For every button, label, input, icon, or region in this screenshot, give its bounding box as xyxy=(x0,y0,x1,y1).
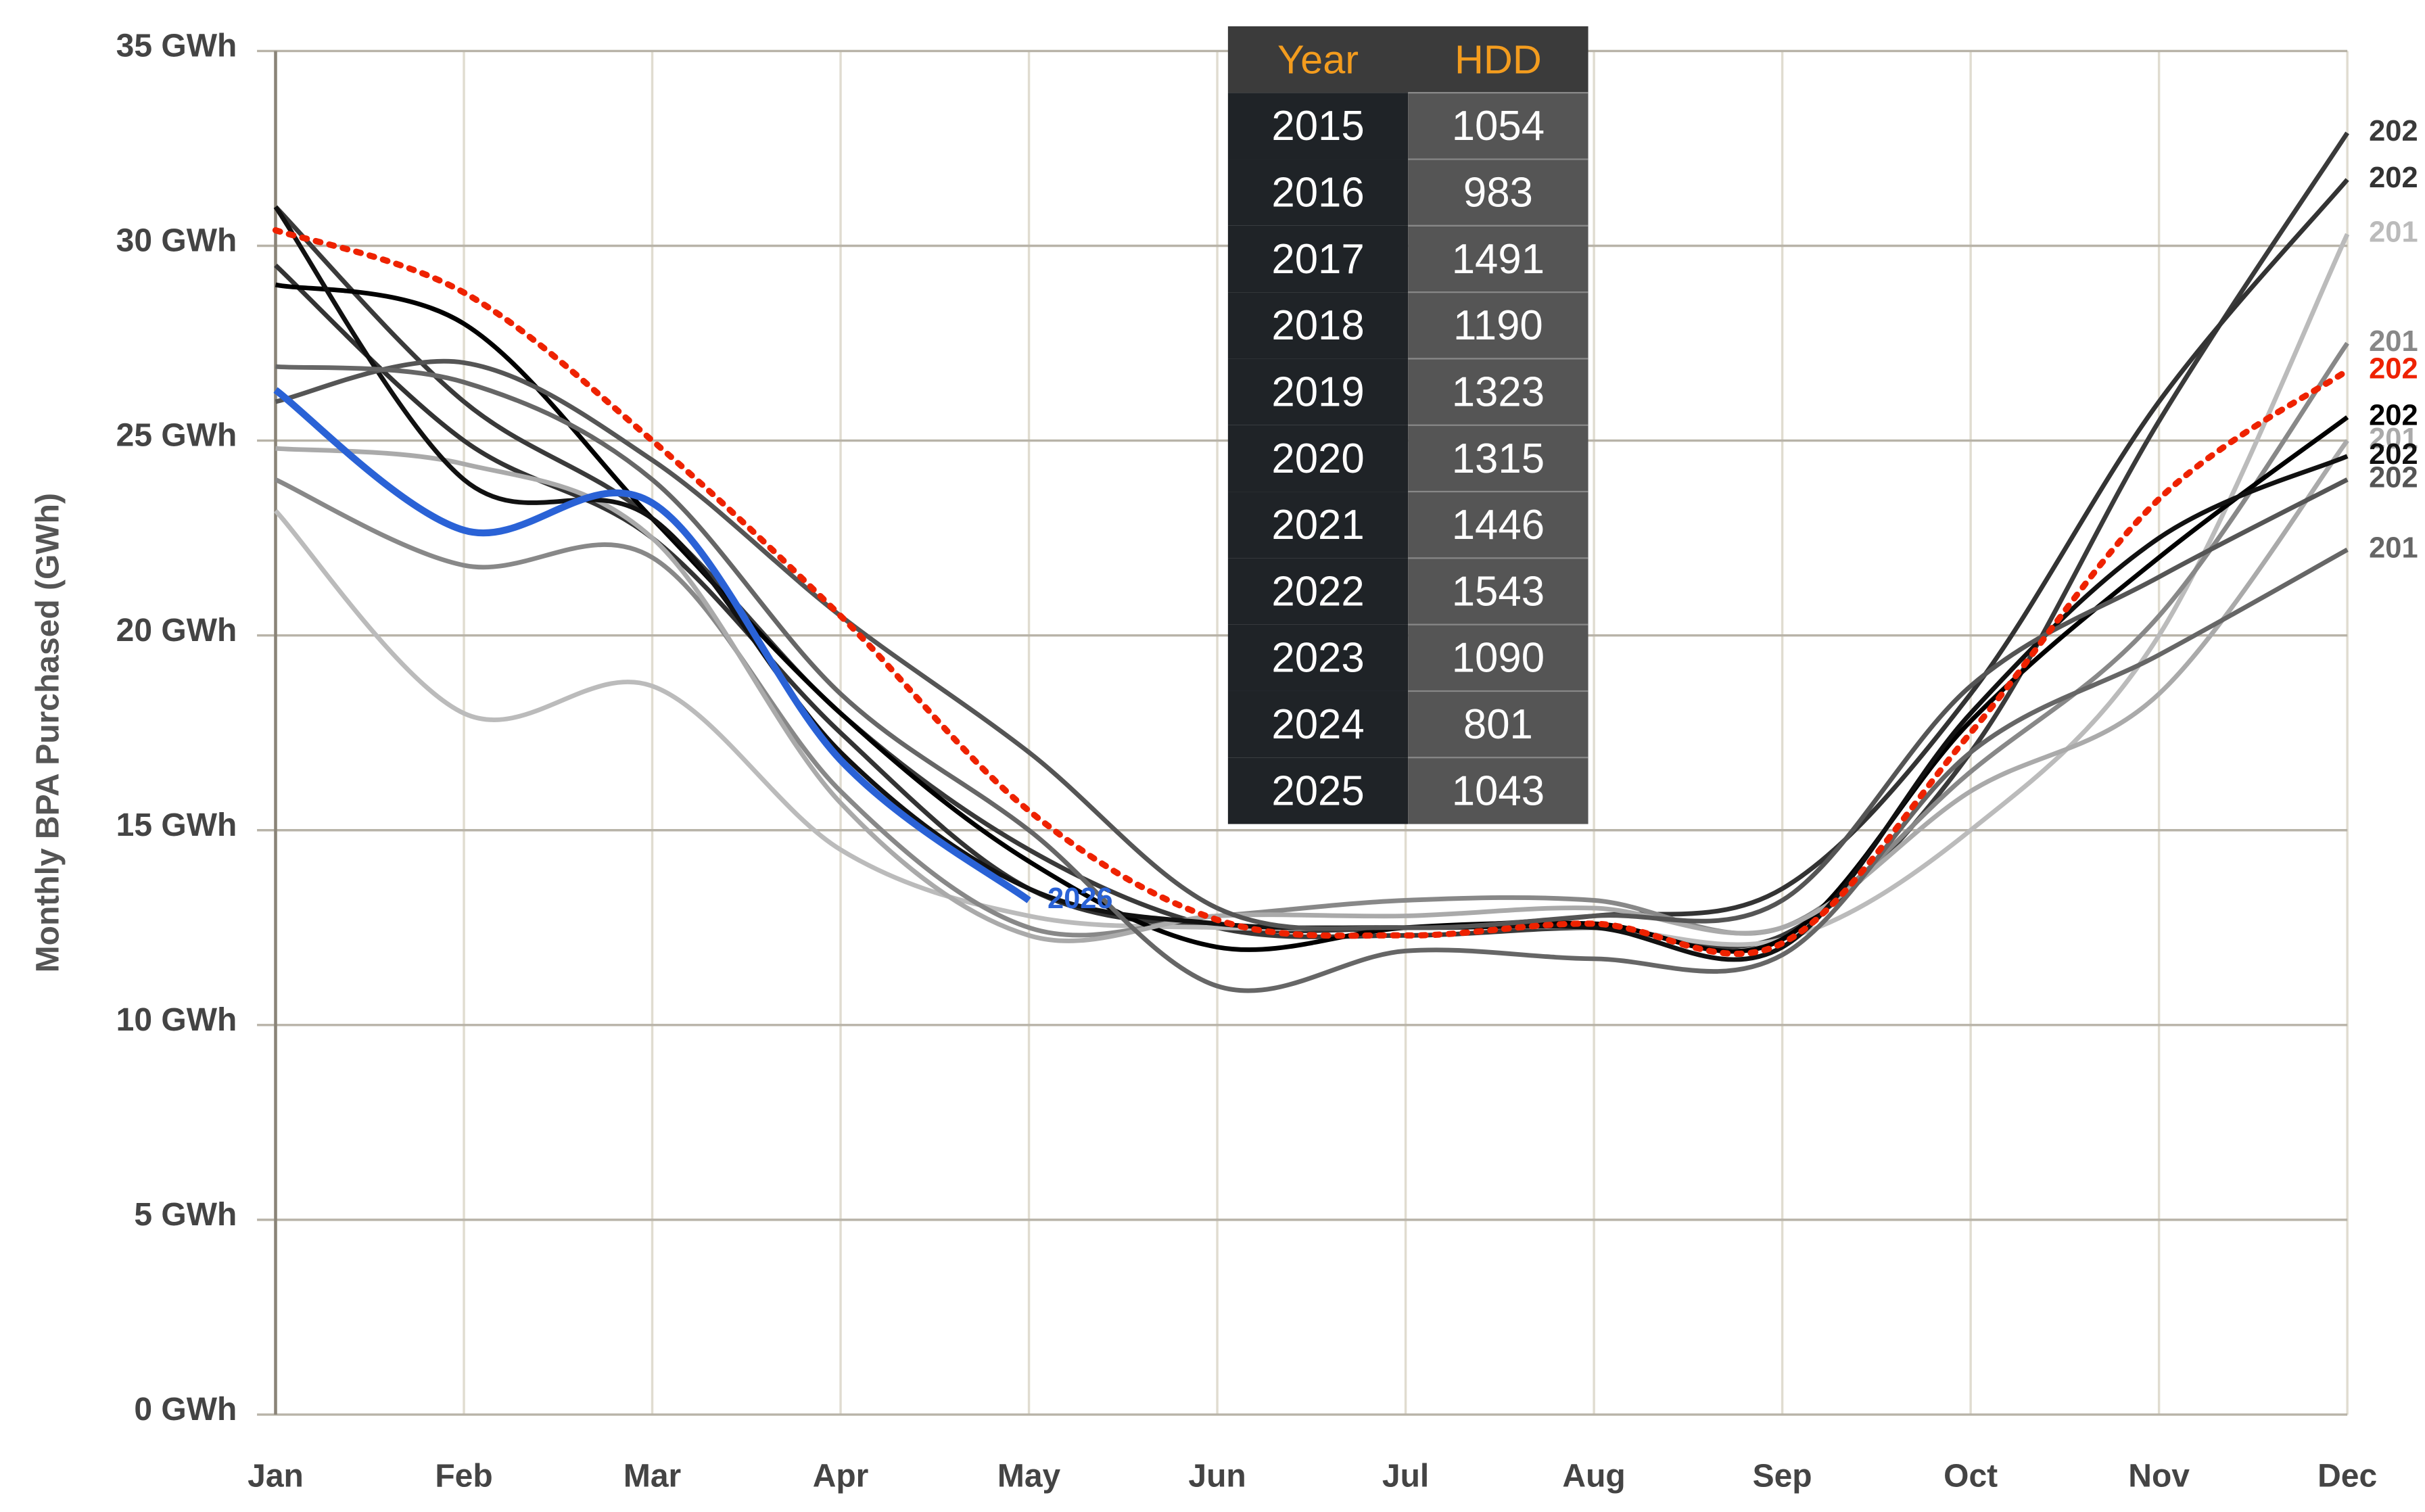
y-tick-label: 20 GWh xyxy=(116,613,237,648)
end-label: 202 xyxy=(2369,438,2418,471)
table-cell-bg xyxy=(1408,292,1588,359)
y-tick-label: 5 GWh xyxy=(134,1197,237,1233)
table-cell: 2015 xyxy=(1271,103,1364,149)
table-cell-bg xyxy=(1227,159,1409,226)
table-cell-bg xyxy=(1227,292,1409,359)
table-cell: 2019 xyxy=(1271,369,1364,415)
table-cell-bg xyxy=(1408,690,1588,758)
table-cell: 2016 xyxy=(1271,170,1364,216)
series-line xyxy=(273,387,1031,903)
table-cell-bg xyxy=(1227,358,1409,425)
x-tick-label: Apr xyxy=(813,1458,869,1494)
x-tick-label: Nov xyxy=(2128,1458,2190,1494)
table-cell-bg xyxy=(1408,358,1588,425)
table-cell-bg xyxy=(1227,757,1409,824)
y-tick-label: 35 GWh xyxy=(116,28,237,64)
y-tick-label: 15 GWh xyxy=(116,807,237,843)
table-cell: 1315 xyxy=(1452,435,1545,482)
x-tick-label: Sep xyxy=(1753,1458,1812,1494)
table-cell: 801 xyxy=(1463,701,1533,748)
series-line xyxy=(275,364,2349,993)
end-label: 201 xyxy=(2369,325,2418,358)
x-tick-label: Oct xyxy=(1944,1458,1998,1494)
table-header-bg xyxy=(1227,26,1588,93)
table-cell: 1043 xyxy=(1452,767,1545,814)
table-cell: 2023 xyxy=(1271,635,1364,682)
end-label: 202 xyxy=(2369,352,2418,385)
table-cell-bg xyxy=(1227,93,1409,160)
x-tick-label: Mar xyxy=(623,1458,681,1494)
table-cell: 1090 xyxy=(1452,635,1545,682)
table-cell: 983 xyxy=(1463,170,1533,216)
table-cell-bg xyxy=(1408,558,1588,625)
table-cell-bg xyxy=(1227,624,1409,691)
y-tick-label: 25 GWh xyxy=(116,418,237,454)
table-cell: 1054 xyxy=(1452,103,1545,149)
table-cell-bg xyxy=(1408,225,1588,293)
table-cell-bg xyxy=(1227,425,1409,492)
x-tick-label: Dec xyxy=(2317,1458,2377,1494)
x-tick-label: Jan xyxy=(248,1458,304,1494)
table-header: HDD xyxy=(1455,37,1542,82)
y-tick-label: 30 GWh xyxy=(116,223,237,259)
table-cell-bg xyxy=(1408,159,1588,226)
series-line xyxy=(275,341,2349,938)
table-cell-bg xyxy=(1408,425,1588,492)
table-cell-bg xyxy=(1227,492,1409,559)
table-cell-bg xyxy=(1408,492,1588,559)
table-cell: 2020 xyxy=(1271,435,1364,482)
x-tick-label: Aug xyxy=(1562,1458,1625,1494)
end-label: 201 xyxy=(2369,216,2418,249)
table-cell: 2022 xyxy=(1271,568,1364,615)
table-cell: 1190 xyxy=(1453,302,1543,349)
y-axis-label: Monthly BPA Purchased (GWh) xyxy=(30,493,66,972)
hdd-table: Year HDD 2015 1054 2016 983 2017 1491 2018 1190 20… xyxy=(1227,26,1588,824)
table-cell: 2018 xyxy=(1271,302,1364,349)
end-label: 202 xyxy=(2369,162,2418,194)
series-line xyxy=(275,282,2349,954)
table-cell-bg xyxy=(1408,93,1588,160)
series-line xyxy=(275,358,2349,931)
table-cell: 1446 xyxy=(1452,502,1545,548)
table-cell: 1491 xyxy=(1452,236,1545,283)
series-line xyxy=(272,227,2351,957)
x-tick-label: Jul xyxy=(1382,1458,1429,1494)
table-cell: 2017 xyxy=(1271,236,1364,283)
table-cell: 2025 xyxy=(1271,767,1364,814)
end-label: 202 xyxy=(2369,462,2418,494)
legend-label: 2026 xyxy=(1047,882,1113,915)
y-tick-label: 0 GWh xyxy=(134,1392,237,1427)
table-cell-bg xyxy=(1408,624,1588,691)
table-cell: 1323 xyxy=(1452,369,1545,415)
table-cell: 2024 xyxy=(1271,701,1364,748)
table-cell-bg xyxy=(1227,225,1409,293)
end-label: 201 xyxy=(2369,531,2418,564)
series-line xyxy=(275,439,2349,943)
x-tick-label: Feb xyxy=(435,1458,492,1494)
x-tick-label: Jun xyxy=(1188,1458,1246,1494)
table-cell: 1543 xyxy=(1452,568,1545,615)
y-tick-label: 10 GWh xyxy=(116,1002,237,1038)
table-cell: 2021 xyxy=(1271,502,1364,548)
table-cell-bg xyxy=(1408,757,1588,824)
table-header: Year xyxy=(1277,37,1359,82)
end-label: 202 xyxy=(2369,115,2418,147)
end-label: 202 xyxy=(2369,399,2418,431)
table-cell-bg xyxy=(1227,690,1409,758)
x-tick-label: May xyxy=(997,1458,1061,1494)
end-label: 201 xyxy=(2369,423,2418,455)
table-cell-bg xyxy=(1227,558,1409,625)
